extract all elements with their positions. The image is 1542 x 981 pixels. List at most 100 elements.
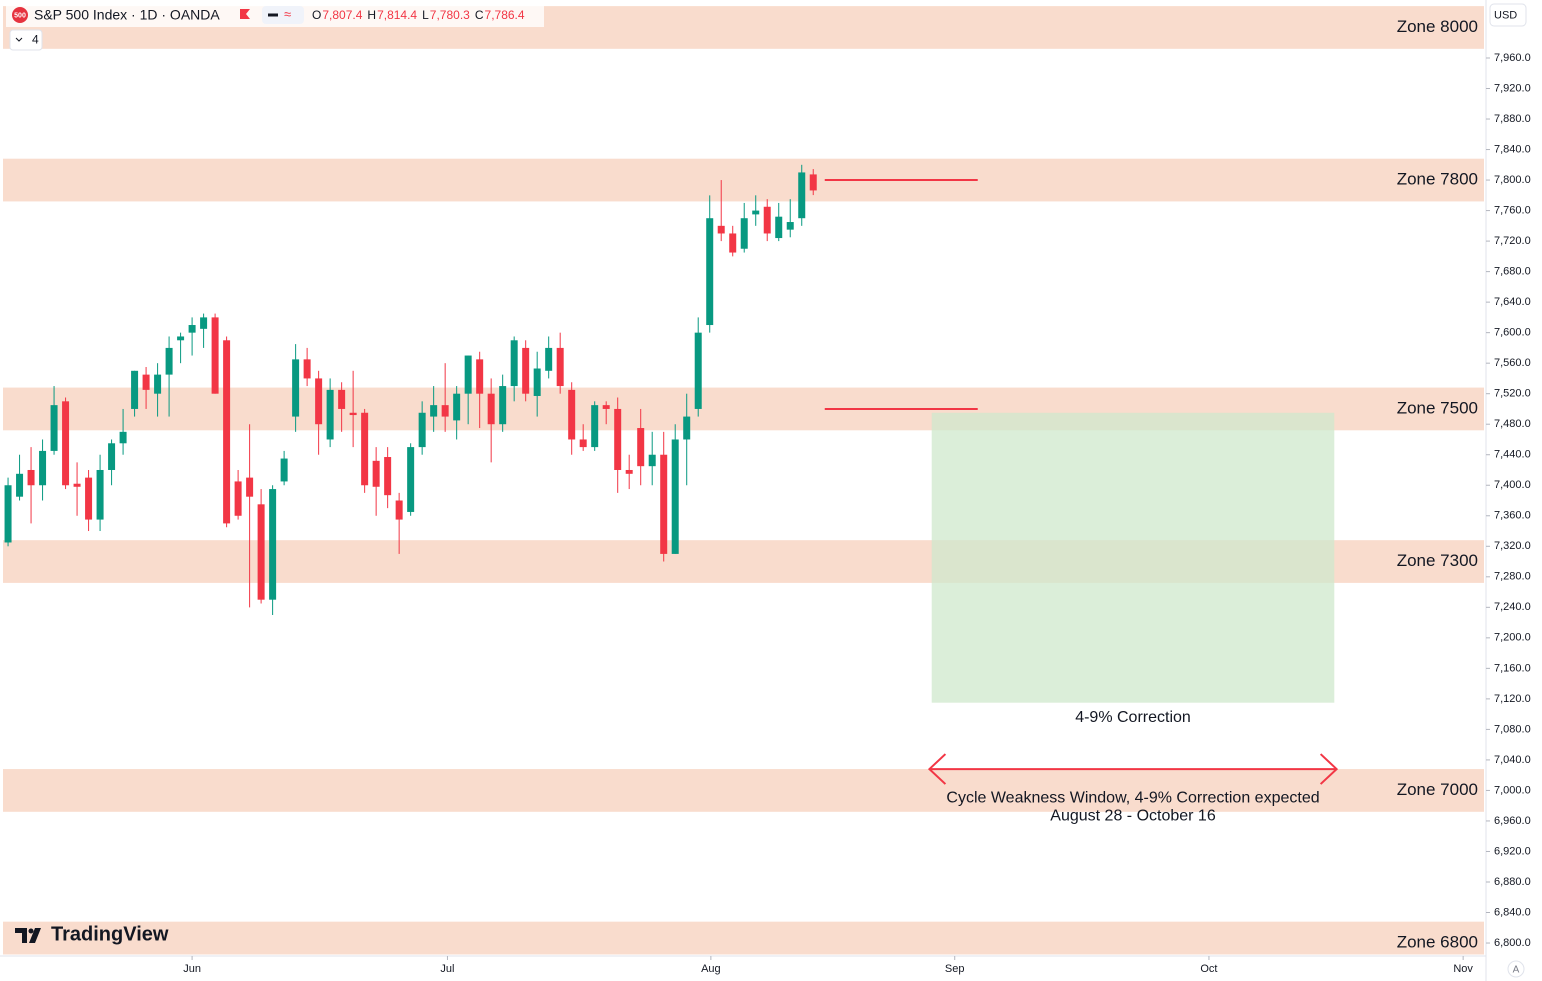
candle-body	[510, 340, 518, 387]
candle-body	[407, 447, 415, 512]
candle-body	[200, 317, 208, 329]
candle-body	[165, 347, 173, 375]
candle-body	[775, 216, 783, 239]
logo-text: TradingView	[51, 923, 169, 945]
ohlc-key: H	[367, 8, 376, 22]
candle-body	[303, 359, 311, 379]
y-tick-label: 7,200.0	[1494, 632, 1531, 644]
y-tick-label: 7,600.0	[1494, 327, 1531, 339]
candle-body	[177, 336, 185, 341]
x-tick-label: Oct	[1200, 963, 1217, 975]
x-tick-label: Jul	[440, 963, 454, 975]
y-tick-label: 7,800.0	[1494, 174, 1531, 186]
plot: Zone 8000 Zone 7800 Zone 7500 Zone 7300 Zone…	[3, 6, 1484, 955]
logo: TradingView	[15, 923, 169, 945]
symbol-icon-text: 500	[14, 12, 26, 19]
indicators-count: 4	[32, 33, 39, 47]
box-label: 4-9% Correction	[1075, 709, 1191, 726]
indicators-button[interactable]	[9, 29, 43, 51]
candle-body	[706, 218, 714, 326]
currency: USD	[1494, 9, 1517, 21]
candle-body	[85, 477, 93, 520]
y-tick-label: 7,960.0	[1494, 52, 1531, 64]
y-tick-label: 7,560.0	[1494, 357, 1531, 369]
candle-body	[395, 500, 403, 520]
candle-body	[441, 405, 449, 417]
logo-mark	[15, 928, 41, 943]
candle-body	[338, 389, 346, 409]
candle-body	[119, 431, 127, 444]
currency-button[interactable]	[1489, 3, 1527, 27]
zone	[3, 769, 1484, 812]
candle-body	[648, 454, 656, 467]
ohlc-key: L	[422, 8, 429, 22]
y-tick-label: 6,880.0	[1494, 876, 1531, 888]
candle-body	[326, 389, 334, 440]
candle-body	[211, 317, 219, 394]
candle-body	[602, 405, 610, 409]
candle-body	[694, 332, 702, 409]
y-tick-label: 7,080.0	[1494, 723, 1531, 735]
symbol-icon	[12, 7, 28, 23]
candle-body	[487, 393, 495, 425]
ohlc-value: 7,786.4	[485, 8, 525, 22]
symbol-title[interactable]: S&P 500 Index · 1D · OANDA	[34, 7, 220, 23]
candle-body	[384, 457, 392, 496]
candle-body	[556, 347, 564, 387]
candle-body	[361, 412, 369, 486]
x-tick-label: Sep	[945, 963, 965, 975]
candle-body	[579, 439, 587, 448]
candle-body	[27, 469, 35, 486]
candle-body	[349, 412, 357, 416]
candle-body	[809, 174, 817, 191]
candle-body	[476, 359, 484, 394]
y-tick-label: 7,400.0	[1494, 479, 1531, 491]
logo-mark	[28, 928, 34, 934]
candle-body	[671, 439, 679, 554]
y-tick-label: 7,160.0	[1494, 662, 1531, 674]
candle-body	[223, 340, 231, 524]
candle-body	[154, 374, 162, 394]
candle-body	[16, 473, 24, 497]
scale-mode-button[interactable]	[1507, 960, 1525, 978]
candle-body	[499, 386, 507, 425]
candle-body	[729, 233, 737, 253]
ohlc: O 7,807.4 H 7,814.4 L 7,780.3 C 7,786.4	[312, 8, 525, 22]
candle-body	[763, 206, 771, 234]
candle-body	[625, 469, 633, 474]
zone-label: Zone 7000	[1397, 780, 1478, 799]
candle-body	[257, 504, 265, 600]
candle-body	[62, 401, 70, 486]
y-tick-label: 6,840.0	[1494, 906, 1531, 918]
y-tick-label: 7,120.0	[1494, 693, 1531, 705]
y-tick-label: 7,040.0	[1494, 754, 1531, 766]
correction-box	[931, 412, 1335, 703]
zone-label: Zone 7300	[1397, 551, 1478, 570]
candle-body	[533, 368, 541, 396]
zone-label: Zone 6800	[1397, 933, 1478, 952]
candle-body	[683, 416, 691, 440]
y-tick-label: 7,000.0	[1494, 784, 1531, 796]
candle-body	[464, 355, 472, 394]
ohlc-value: 7,814.4	[377, 8, 417, 22]
arrow-label: August 28 - October 16	[1050, 808, 1216, 825]
candle-body	[280, 458, 288, 482]
zone	[3, 158, 1484, 202]
zone-label: Zone 8000	[1397, 17, 1478, 36]
y-tick-label: 7,640.0	[1494, 296, 1531, 308]
candle-body	[418, 412, 426, 448]
candle-body	[131, 370, 139, 409]
y-tick-label: 7,920.0	[1494, 82, 1531, 94]
arrow-head	[927, 753, 1339, 785]
y-tick-label: 6,920.0	[1494, 845, 1531, 857]
y-tick-label: 6,960.0	[1494, 815, 1531, 827]
flag[interactable]	[240, 9, 250, 19]
candle-body	[188, 325, 196, 333]
candle-body	[637, 428, 645, 467]
candle-body	[545, 347, 553, 371]
candle-body	[269, 489, 277, 600]
y-tick-label: 7,360.0	[1494, 510, 1531, 522]
y-tick-label: 7,840.0	[1494, 143, 1531, 155]
toggle[interactable]	[262, 6, 304, 24]
